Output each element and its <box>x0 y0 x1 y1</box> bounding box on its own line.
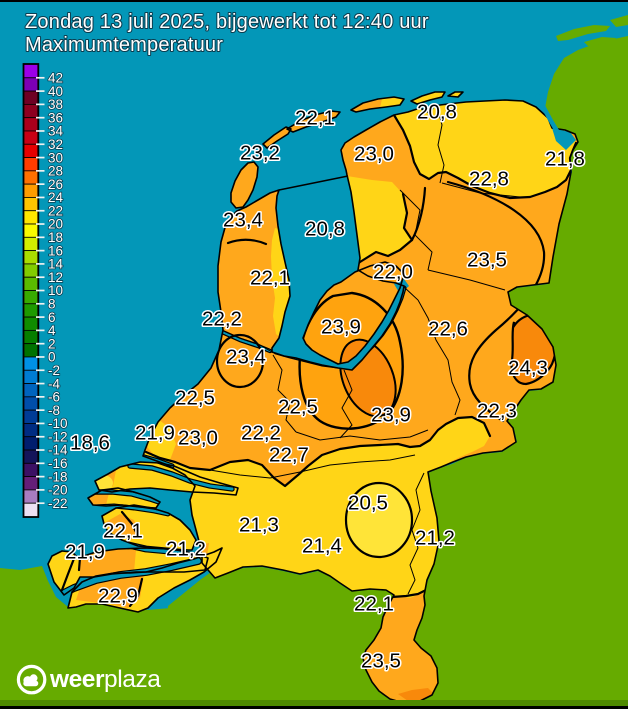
svg-text:22,1: 22,1 <box>354 593 394 616</box>
svg-text:22,7: 22,7 <box>269 444 309 467</box>
svg-text:22,3: 22,3 <box>477 400 517 423</box>
svg-text:16: 16 <box>48 243 63 258</box>
svg-text:20,8: 20,8 <box>417 101 457 124</box>
svg-text:24,3: 24,3 <box>508 357 548 380</box>
svg-text:23,0: 23,0 <box>178 427 218 450</box>
svg-text:-14: -14 <box>48 443 68 458</box>
svg-text:21,8: 21,8 <box>545 148 585 171</box>
svg-text:-4: -4 <box>48 376 60 391</box>
svg-text:-10: -10 <box>48 416 68 431</box>
svg-text:8: 8 <box>48 296 56 311</box>
svg-text:22,5: 22,5 <box>175 387 215 410</box>
svg-text:21,2: 21,2 <box>415 527 455 550</box>
svg-text:26: 26 <box>48 177 63 192</box>
svg-text:23,5: 23,5 <box>361 650 401 673</box>
svg-text:-22: -22 <box>48 496 68 511</box>
svg-text:6: 6 <box>48 310 56 325</box>
svg-text:22,5: 22,5 <box>278 396 318 419</box>
svg-text:2: 2 <box>48 336 56 351</box>
svg-text:32: 32 <box>48 137 63 152</box>
svg-text:22,1: 22,1 <box>103 520 143 543</box>
svg-text:21,4: 21,4 <box>302 535 342 558</box>
svg-text:12: 12 <box>48 270 63 285</box>
svg-text:18,6: 18,6 <box>70 432 110 455</box>
svg-text:23,5: 23,5 <box>467 249 507 272</box>
svg-text:23,9: 23,9 <box>321 316 361 339</box>
svg-text:Maximumtemperatuur: Maximumtemperatuur <box>25 34 223 56</box>
svg-text:-18: -18 <box>48 469 68 484</box>
svg-text:-12: -12 <box>48 429 68 444</box>
svg-text:-16: -16 <box>48 456 68 471</box>
svg-text:4: 4 <box>48 323 56 338</box>
svg-text:weerplaza: weerplaza <box>49 666 161 693</box>
svg-text:22,2: 22,2 <box>241 422 281 445</box>
svg-text:22,2: 22,2 <box>202 308 242 331</box>
svg-text:20,5: 20,5 <box>348 492 388 515</box>
svg-text:23,4: 23,4 <box>226 346 266 369</box>
svg-text:-6: -6 <box>48 390 60 405</box>
svg-text:21,2: 21,2 <box>166 538 206 561</box>
svg-text:22,1: 22,1 <box>295 107 335 130</box>
svg-text:22,8: 22,8 <box>469 168 509 191</box>
svg-text:0: 0 <box>48 350 56 365</box>
svg-text:-20: -20 <box>48 483 68 498</box>
svg-text:22: 22 <box>48 203 63 218</box>
svg-text:28: 28 <box>48 164 63 179</box>
svg-text:22,9: 22,9 <box>98 585 138 608</box>
svg-text:23,9: 23,9 <box>371 404 411 427</box>
svg-text:24: 24 <box>48 190 64 205</box>
svg-text:38: 38 <box>48 97 63 112</box>
svg-text:20: 20 <box>48 217 63 232</box>
svg-text:-8: -8 <box>48 403 60 418</box>
svg-text:14: 14 <box>48 257 64 272</box>
svg-text:22,1: 22,1 <box>250 267 290 290</box>
svg-text:40: 40 <box>48 84 63 99</box>
svg-text:23,4: 23,4 <box>223 209 263 232</box>
svg-text:20,8: 20,8 <box>305 218 345 241</box>
svg-text:-2: -2 <box>48 363 60 378</box>
svg-text:Zondag 13 juli 2025, bijgewerk: Zondag 13 juli 2025, bijgewerkt tot 12:4… <box>25 11 429 33</box>
svg-text:21,9: 21,9 <box>135 422 175 445</box>
svg-text:21,9: 21,9 <box>65 541 105 564</box>
svg-text:30: 30 <box>48 150 63 165</box>
svg-text:10: 10 <box>48 283 63 298</box>
svg-text:42: 42 <box>48 70 63 85</box>
svg-text:23,0: 23,0 <box>354 143 394 166</box>
svg-text:18: 18 <box>48 230 63 245</box>
svg-text:36: 36 <box>48 110 63 125</box>
svg-text:34: 34 <box>48 124 64 139</box>
svg-text:22,0: 22,0 <box>373 261 413 284</box>
svg-text:23,2: 23,2 <box>240 142 280 165</box>
svg-text:22,6: 22,6 <box>428 318 468 341</box>
svg-text:21,3: 21,3 <box>239 514 279 537</box>
